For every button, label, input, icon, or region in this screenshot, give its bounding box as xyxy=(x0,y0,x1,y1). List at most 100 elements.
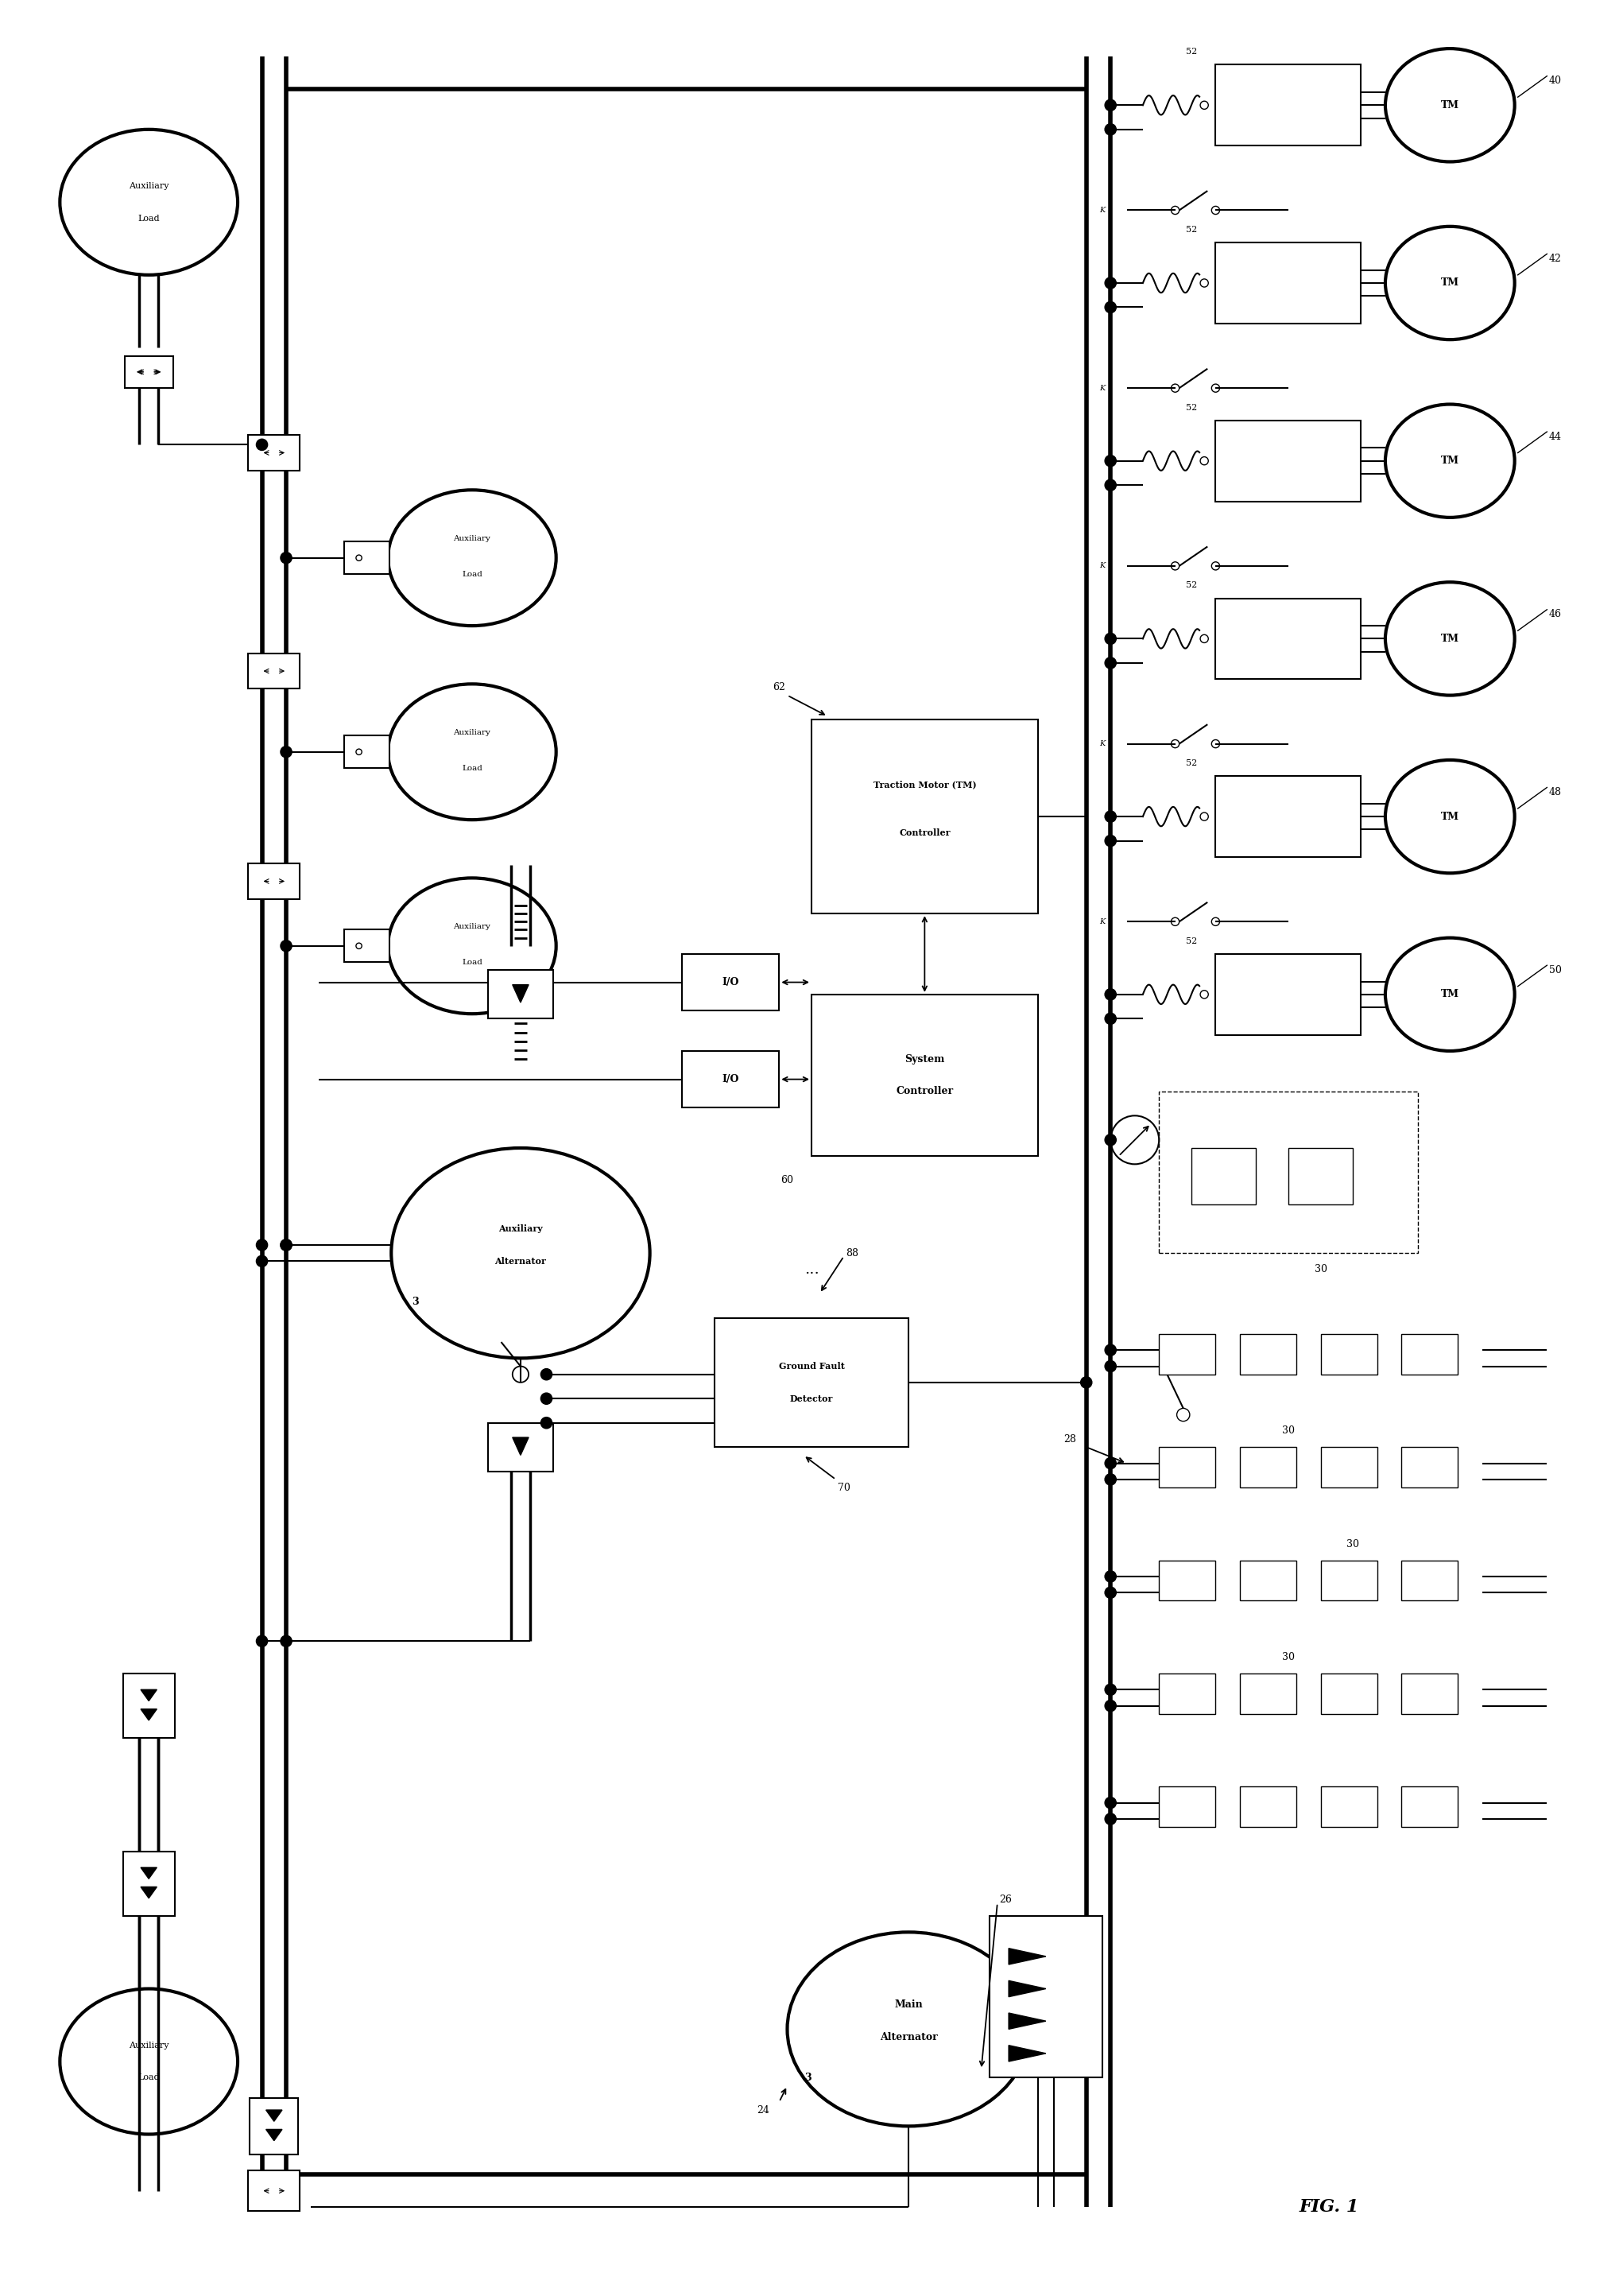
Text: Load: Load xyxy=(463,957,482,967)
Bar xyxy=(1191,1148,1256,1205)
Circle shape xyxy=(1105,1814,1117,1825)
Bar xyxy=(1240,1446,1297,1488)
Text: TM: TM xyxy=(1441,634,1459,643)
Bar xyxy=(1321,1446,1378,1488)
Bar xyxy=(1159,1674,1216,1713)
Text: TM: TM xyxy=(1441,455,1459,466)
Text: 50: 50 xyxy=(1548,964,1561,976)
Circle shape xyxy=(1105,99,1117,110)
Bar xyxy=(1159,1786,1216,1828)
Text: K: K xyxy=(1099,563,1105,569)
Text: 44: 44 xyxy=(1548,432,1561,441)
Text: 42: 42 xyxy=(1548,253,1561,264)
Bar xyxy=(123,1674,175,1738)
Bar xyxy=(1159,1446,1216,1488)
Bar xyxy=(1321,1334,1378,1375)
Bar xyxy=(489,1424,553,1472)
Bar xyxy=(248,2170,300,2211)
Bar xyxy=(1240,1334,1297,1375)
Circle shape xyxy=(1105,1345,1117,1355)
Circle shape xyxy=(1105,1570,1117,1582)
Text: 3: 3 xyxy=(412,1297,419,1306)
Circle shape xyxy=(1105,1587,1117,1598)
Circle shape xyxy=(256,1240,268,1251)
Bar xyxy=(248,434,300,471)
Polygon shape xyxy=(513,985,529,1003)
Bar xyxy=(812,994,1037,1157)
Circle shape xyxy=(281,1635,292,1646)
Text: 30: 30 xyxy=(1315,1265,1328,1274)
Text: I/O: I/O xyxy=(722,978,738,987)
Circle shape xyxy=(1105,1134,1117,1146)
Bar xyxy=(1216,243,1362,324)
Text: 3: 3 xyxy=(805,2073,812,2082)
Text: K: K xyxy=(1099,207,1105,214)
Bar xyxy=(1321,1674,1378,1713)
Circle shape xyxy=(1105,1474,1117,1486)
Circle shape xyxy=(1105,836,1117,847)
Text: 30: 30 xyxy=(1347,1538,1360,1550)
Bar xyxy=(682,1052,779,1107)
Text: Controller: Controller xyxy=(896,1086,953,1097)
Text: 60: 60 xyxy=(781,1176,794,1185)
Text: Alternator: Alternator xyxy=(880,2032,938,2043)
Text: Detector: Detector xyxy=(790,1394,833,1403)
Text: Load: Load xyxy=(138,214,159,223)
Bar xyxy=(1402,1446,1457,1488)
Text: 30: 30 xyxy=(1282,1426,1295,1435)
Bar xyxy=(123,1851,175,1915)
Text: TM: TM xyxy=(1441,278,1459,289)
Polygon shape xyxy=(1010,1949,1045,1965)
Circle shape xyxy=(256,1256,268,1267)
Circle shape xyxy=(281,746,292,758)
Text: Auxiliary: Auxiliary xyxy=(453,728,490,737)
Text: 46: 46 xyxy=(1548,608,1561,620)
Circle shape xyxy=(281,941,292,951)
Text: System: System xyxy=(904,1054,945,1065)
Bar xyxy=(1159,1091,1417,1254)
Bar xyxy=(1402,1786,1457,1828)
Bar xyxy=(344,735,390,769)
Text: Auxiliary: Auxiliary xyxy=(453,535,490,542)
Text: Load: Load xyxy=(463,569,482,579)
Text: Load: Load xyxy=(138,2073,159,2082)
Text: 30: 30 xyxy=(1282,1653,1295,1662)
Circle shape xyxy=(1105,1013,1117,1024)
Circle shape xyxy=(281,1240,292,1251)
Text: Auxiliary: Auxiliary xyxy=(498,1224,542,1233)
Text: ...: ... xyxy=(803,1263,820,1277)
Circle shape xyxy=(1105,1683,1117,1694)
Bar xyxy=(1402,1561,1457,1600)
Text: Alternator: Alternator xyxy=(495,1256,547,1265)
Circle shape xyxy=(540,1394,552,1405)
Text: I/O: I/O xyxy=(722,1075,738,1084)
Circle shape xyxy=(1105,278,1117,289)
Polygon shape xyxy=(141,1887,157,1899)
Bar xyxy=(1216,420,1362,501)
Bar xyxy=(1321,1786,1378,1828)
Text: Auxiliary: Auxiliary xyxy=(453,923,490,930)
Text: 52: 52 xyxy=(1186,225,1198,234)
Text: K: K xyxy=(1099,739,1105,748)
Text: 48: 48 xyxy=(1548,788,1561,797)
Bar xyxy=(1240,1786,1297,1828)
Polygon shape xyxy=(513,1437,529,1456)
Bar xyxy=(125,356,174,388)
Text: 24: 24 xyxy=(756,2105,769,2115)
Polygon shape xyxy=(266,2128,282,2140)
Bar xyxy=(1240,1561,1297,1600)
Text: Main: Main xyxy=(894,2000,923,2009)
Bar xyxy=(1216,599,1362,680)
Text: 62: 62 xyxy=(773,682,786,693)
Text: K: K xyxy=(1099,383,1105,393)
Circle shape xyxy=(1105,810,1117,822)
Bar xyxy=(1289,1148,1354,1205)
Text: K: K xyxy=(1099,918,1105,925)
Polygon shape xyxy=(1010,2014,1045,2030)
Bar xyxy=(990,1915,1102,2078)
Circle shape xyxy=(1105,1699,1117,1711)
Bar xyxy=(344,542,390,574)
Circle shape xyxy=(256,1635,268,1646)
Polygon shape xyxy=(1010,1981,1045,1998)
Text: 40: 40 xyxy=(1548,76,1561,85)
